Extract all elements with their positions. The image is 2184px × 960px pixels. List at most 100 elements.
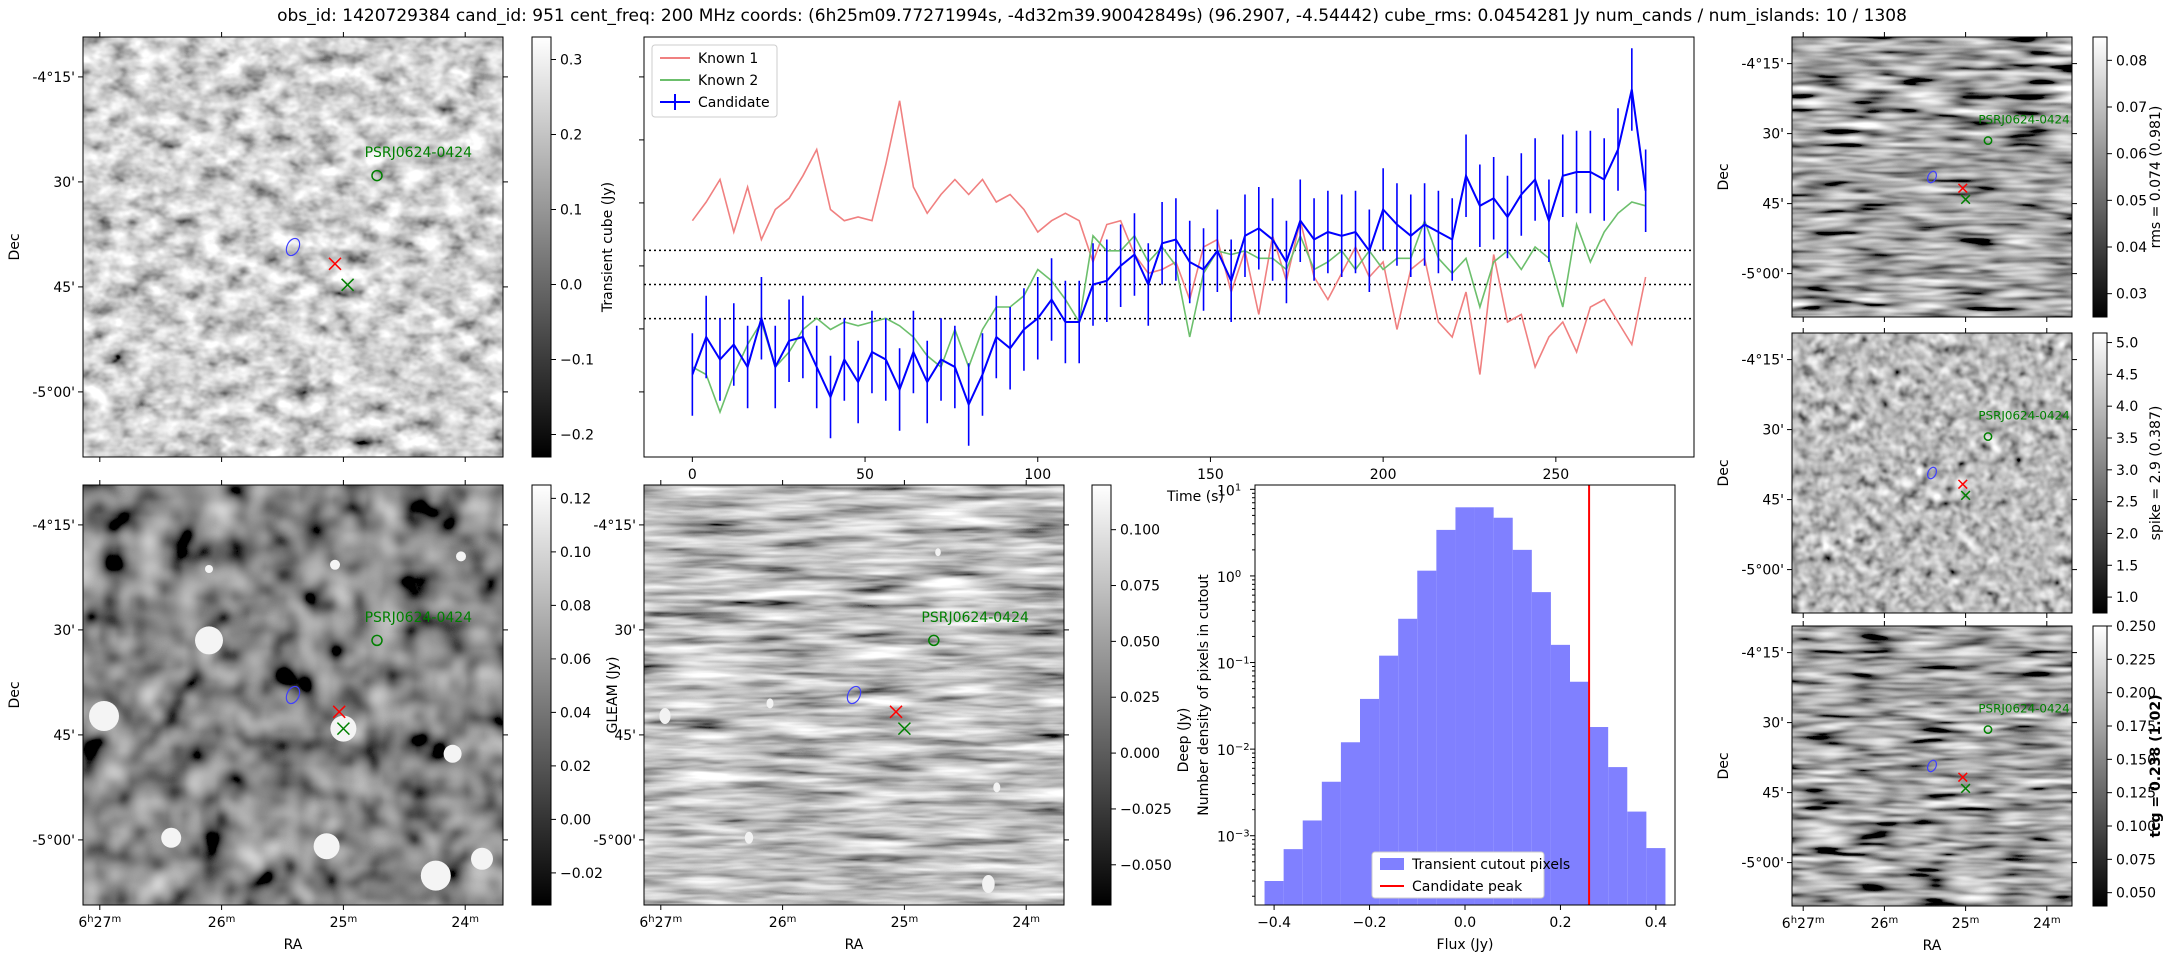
colorbar-label: tcg = 0.238 (1.02) [2148,695,2164,838]
known-source-marker [1960,783,1971,794]
colorbar-tick-label: 0.100 [1120,523,1160,539]
series-line-known-1 [691,100,1647,375]
dec-tick-label: -5°00' [593,833,636,849]
ra-minutes: 25 [330,915,348,931]
ra-axis-label: RA [284,937,303,953]
ra-minutes: 27 [1797,916,1815,932]
colorbar [2092,332,2108,614]
colorbar-label: Transient cube (Jy) [600,182,616,313]
colorbar-tick-label: 0.06 [560,652,591,668]
ra-minutes: 24 [2033,916,2051,932]
colorbar-label-deep: Deep (Jy) [1176,708,1192,773]
candidate-marker [889,705,903,719]
bright-source [330,559,340,570]
ra-minutes: 25 [891,915,909,931]
colorbar-tick-label: 0.04 [2116,240,2147,256]
histogram-bar [1455,507,1475,905]
ra-m-unit: m [469,914,479,925]
histogram-bar [1264,881,1284,905]
dec-tick-label: 30' [1762,716,1784,732]
y-tick-exponent: −2 [1235,742,1250,753]
colorbar-tick-label: 0.1 [560,203,582,219]
x-tick-label: 0 [688,467,697,483]
histogram-bar [1512,549,1532,905]
histogram-panel [1250,484,1676,910]
pulsar-marker [371,634,383,647]
colorbar-tick-label: 0.07 [2116,100,2147,116]
bright-source [161,827,182,848]
known-source-marker [897,722,911,736]
colorbar-tick-label: 0.06 [2116,147,2147,163]
deep-image [78,480,556,910]
legend-label: Known 1 [698,51,758,67]
image-noise [1792,626,2072,906]
bright-source [420,860,451,891]
bright-source [443,744,462,763]
candidate-island-contour [1926,170,1938,184]
image-frame [82,484,504,906]
image-frame [82,36,504,458]
colorbar-tick-label: 2.5 [2116,495,2138,511]
bright-source [993,782,1001,793]
bright-source [935,548,941,557]
x-tick-label: 100 [1024,467,1051,483]
colorbar-tick-label: 0.12 [560,491,591,507]
series-line-known-2 [692,201,1646,415]
y-tick-exponent: −3 [1235,828,1250,839]
ra-m-unit: m [2051,915,2061,926]
ra-tick-label: 6h27m [1782,915,1825,933]
colorbar-tick-label: 0.2 [560,128,582,144]
colorbar [2092,36,2108,318]
bright-source [982,875,995,893]
pulsar-label: PSRJ0624-0424 [1978,112,2069,126]
ra-m-unit: m [111,914,121,925]
candidate-island-contour [1926,466,1938,480]
legend-label: Known 2 [698,73,758,89]
x-tick-label: 150 [1197,467,1224,483]
histogram-bar [1608,767,1628,905]
ra-m-unit: m [226,914,236,925]
x-tick-label: 0.2 [1549,915,1571,931]
dec-axis-label: Dec [1716,163,1732,190]
colorbar-tick-label: −0.02 [560,866,603,882]
colorbar-label: spike = 2.9 (0.387) [2148,406,2164,541]
dec-tick-label: -4°15' [32,518,75,534]
dec-tick-label: 45' [1762,493,1784,509]
image-frame [1791,625,2073,907]
colorbar-tick-label: 0.050 [2116,886,2156,902]
colorbar-tick-label: −0.050 [1120,858,1172,874]
histogram-bar [1531,592,1551,905]
ra-minutes: 24 [1012,915,1030,931]
histogram-bar [1550,644,1570,905]
ra-tick-label: 26m [1871,915,1899,933]
ra-m-unit: m [672,914,682,925]
pulsar-label: PSRJ0624-0424 [1978,701,2069,715]
y-axis-label: Number density of pixels in cutout [1196,574,1212,816]
colorbar-tick-label: 5.0 [2116,336,2138,352]
ra-hours: 6 [78,915,87,931]
transient-image [78,32,556,462]
dec-tick-label: -5°00' [1741,856,1784,872]
colorbar-tick-label: 0.08 [560,598,591,614]
dec-axis-label: Dec [1716,459,1732,486]
y-tick-label: 10−2 [1217,742,1250,760]
legend-swatch-bars [1380,858,1404,870]
colorbar [1091,484,1112,906]
candidate-island-contour [285,685,301,705]
ra-minutes: 26 [769,915,787,931]
colorbar-tick-label: 0.05 [2116,193,2147,209]
y-tick-exponent: 0 [1235,568,1241,579]
candidate-marker [332,705,346,719]
x-tick-label: −0.4 [1257,915,1291,931]
legend-label: Transient cutout pixels [1411,857,1570,873]
ra-m-unit: m [1888,915,1898,926]
dec-tick-label: 30' [53,175,75,191]
pulsar-marker [371,169,383,182]
x-axis-label: Time (s) [1166,489,1224,505]
legend-box [1371,851,1545,899]
ra-tick-label: 6h27m [639,914,682,932]
bright-source [89,701,119,731]
colorbar-tick-label: 0.075 [2116,852,2156,868]
ra-tick-label: 25m [1952,915,1980,933]
